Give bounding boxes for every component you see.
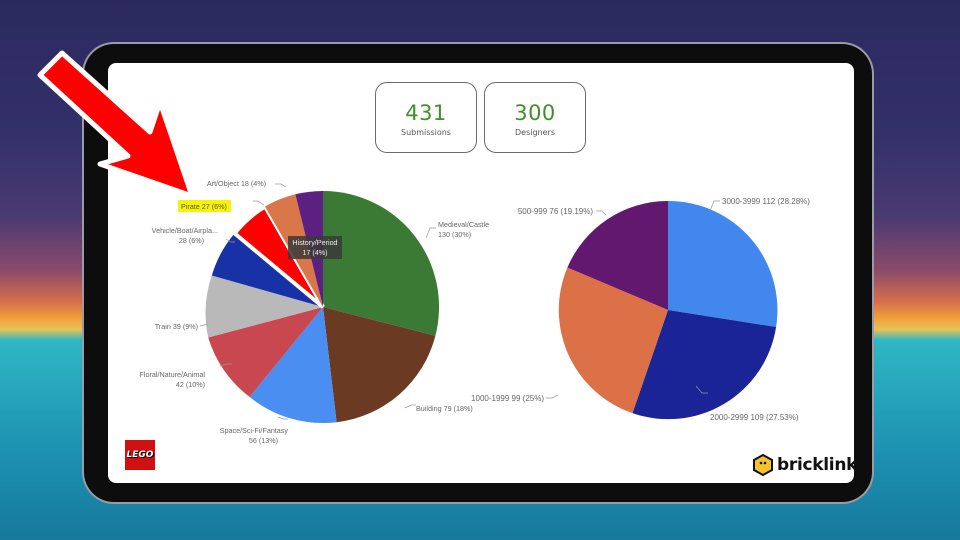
tooltip-line1: History/Period [292,238,337,247]
dashboard-screen: 431 Submissions 300 Designers History/Pe… [108,63,854,483]
label-vehicle: Vehicle/Boat/Airpla... [152,226,218,235]
label-building: Building 79 (18%) [416,404,473,413]
slice-1000-1999[interactable] [558,267,668,414]
label-medieval-castle-value: 130 (30%) [438,230,471,239]
label-floral-value: 42 (10%) [176,380,205,389]
label-3000-3999: 3000-3999 112 (28.28%) [722,197,810,206]
kpi-value: 300 [514,101,556,125]
slice-building[interactable] [323,307,436,423]
label-pirate: Pirate 27 (6%) [181,202,227,211]
label-vehicle-value: 28 (6%) [179,236,204,245]
label-1000-1999: 1000-1999 99 (25%) [471,394,544,403]
slice-2000-2999[interactable] [632,310,777,420]
lego-logo: LEGO [125,440,155,470]
label-space-value: 56 (13%) [249,436,278,445]
kpi-card-submissions: 431 Submissions [375,82,477,153]
label-medieval-castle: Medieval/Castle [438,220,489,229]
slice-space-scifi-fantasy[interactable] [249,307,337,424]
slice-3000-3999[interactable] [668,200,778,327]
label-floral: Floral/Nature/Animal [139,370,205,379]
pie-chart-price-ranges[interactable]: 3000-3999 112 (28.28%) 2000-2999 109 (27… [471,197,810,422]
slice-medieval-castle[interactable] [323,191,440,336]
pie-chart-themes[interactable]: History/Period 17 (4%) Medieval/Castle 1… [139,179,489,445]
slice-vehicle[interactable] [211,233,323,307]
kpi-value: 431 [405,101,447,125]
kpi-label: Designers [515,128,555,137]
bricklink-logo-text: bricklink [777,455,854,475]
slice-pirate[interactable] [231,203,325,309]
kpi-card-designers: 300 Designers [484,82,586,153]
tooltip-history-period [288,236,342,259]
kpi-label: Submissions [401,128,451,137]
label-space: Space/Sci-Fi/Fantasy [220,426,289,435]
slice-train[interactable] [205,275,323,338]
charts-canvas: History/Period 17 (4%) Medieval/Castle 1… [139,179,810,445]
pirate-label-highlight [178,200,231,212]
tooltip-line2: 17 (4%) [302,248,327,257]
bricklink-hex-icon [753,454,773,476]
label-art-object: Art/Object 18 (4%) [207,179,266,188]
label-train: Train 39 (9%) [155,322,198,331]
bricklink-logo: bricklink [753,453,854,477]
label-2000-2999: 2000-2999 109 (27.53%) [710,413,799,422]
slice-floral-nature-animal[interactable] [208,307,323,397]
lego-logo-text: LEGO [126,450,154,460]
slice-500-999[interactable] [567,200,668,310]
label-500-999: 500-999 76 (19.19%) [518,207,594,216]
